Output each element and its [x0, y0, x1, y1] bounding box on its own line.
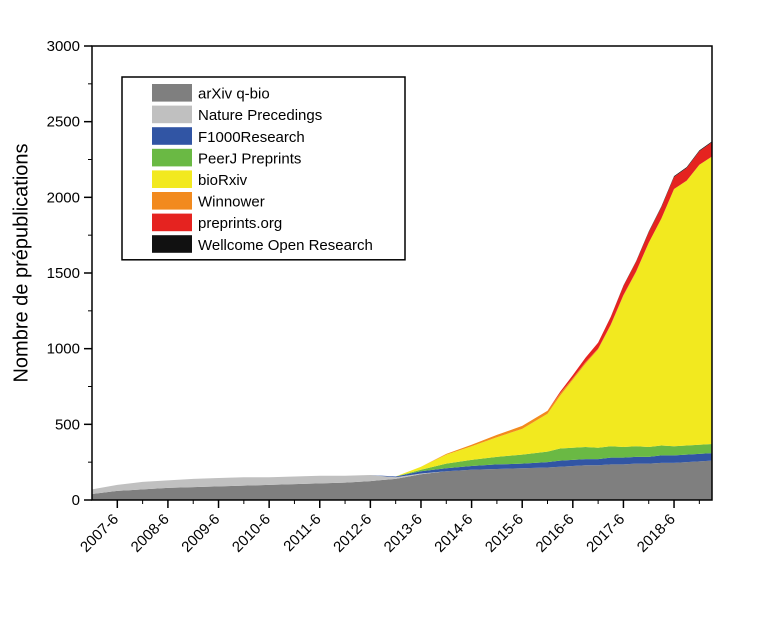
legend-label: Wellcome Open Research	[198, 237, 373, 254]
x-tick-label: 2009-6	[178, 511, 223, 556]
area-series-2	[92, 453, 712, 490]
legend-label: Winnower	[198, 194, 265, 211]
area-series-4	[92, 156, 712, 490]
legend-swatch	[152, 127, 192, 145]
legend-box	[121, 76, 406, 261]
x-tick-label: 2018-6	[634, 511, 679, 556]
x-tick-label: 2011-6	[280, 511, 324, 555]
legend-swatch	[152, 105, 192, 124]
legend-swatch	[152, 235, 192, 253]
x-tick-label: 2008-6	[128, 511, 173, 556]
x-tick-label: 2014-6	[431, 511, 476, 556]
area-series-1	[92, 460, 712, 494]
legend-label: F1000Research	[198, 129, 305, 146]
y-tick-label: 500	[55, 416, 80, 433]
legend-label: arXiv q-bio	[198, 86, 270, 103]
x-tick-label: 2012-6	[330, 511, 375, 556]
y-tick-label: 2500	[47, 114, 80, 131]
y-tick-label: 0	[72, 492, 80, 509]
legend-label: Nature Precedings	[198, 107, 322, 124]
x-tick-label: 2017-6	[583, 511, 628, 556]
area-series-0	[92, 460, 712, 500]
x-axis: 2007-6 2008-6 2009-6 2010-6 2011-6 2012-6 2013…	[77, 500, 700, 556]
legend-swatch	[152, 192, 192, 210]
y-tick-label: 3000	[47, 38, 80, 55]
y-tick-label: 1000	[47, 341, 80, 358]
legend-swatch	[152, 170, 192, 188]
x-tick-label: 2016-6	[533, 511, 578, 556]
x-tick-label: 2007-6	[77, 511, 122, 556]
x-tick-label: 2010-6	[229, 511, 274, 556]
area-series-3	[92, 444, 712, 490]
legend-swatch	[152, 84, 192, 102]
y-axis-title: Nombre de prépublications	[10, 143, 32, 382]
x-tick-label: 2015-6	[482, 511, 527, 556]
legend-label: PeerJ Preprints	[198, 150, 301, 167]
legend-swatch	[152, 213, 192, 232]
y-tick-label: 1500	[47, 265, 80, 282]
legend-swatch	[152, 148, 192, 167]
y-tick-label: 2000	[47, 189, 80, 206]
x-tick-label: 2013-6	[381, 511, 426, 556]
legend-label: preprints.org	[198, 215, 282, 232]
legend-label: bioRxiv	[198, 172, 248, 189]
legend: arXiv q-bio Nature Precedings F1000Researc…	[121, 76, 406, 261]
y-axis: 0 500 1000 1500 2000 2500 3000	[47, 38, 92, 509]
chart-areas	[92, 141, 712, 500]
